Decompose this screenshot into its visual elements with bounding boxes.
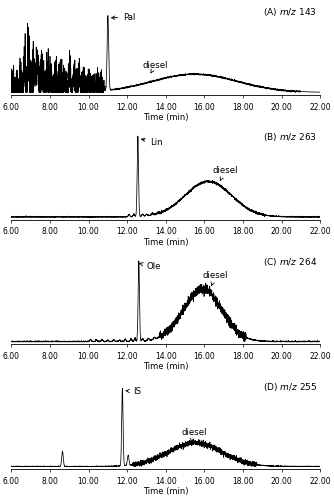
Text: (C) $\it{m/z}$ 264: (C) $\it{m/z}$ 264: [263, 256, 317, 268]
Text: diesel: diesel: [181, 428, 207, 443]
Text: (D) $\it{m/z}$ 255: (D) $\it{m/z}$ 255: [263, 381, 317, 393]
X-axis label: Time (min): Time (min): [143, 362, 189, 371]
Text: Pal: Pal: [112, 13, 136, 22]
Text: (B) $\it{m/z}$ 263: (B) $\it{m/z}$ 263: [264, 131, 317, 143]
Text: Ole: Ole: [140, 262, 161, 271]
Text: diesel: diesel: [212, 166, 238, 181]
Text: IS: IS: [126, 387, 141, 396]
Text: (A) $\it{m/z}$ 143: (A) $\it{m/z}$ 143: [264, 6, 317, 18]
Text: Lin: Lin: [142, 138, 163, 147]
Text: diesel: diesel: [143, 60, 168, 73]
X-axis label: Time (min): Time (min): [143, 113, 189, 122]
Text: diesel: diesel: [202, 271, 228, 285]
X-axis label: Time (min): Time (min): [143, 238, 189, 247]
X-axis label: Time (min): Time (min): [143, 487, 189, 496]
